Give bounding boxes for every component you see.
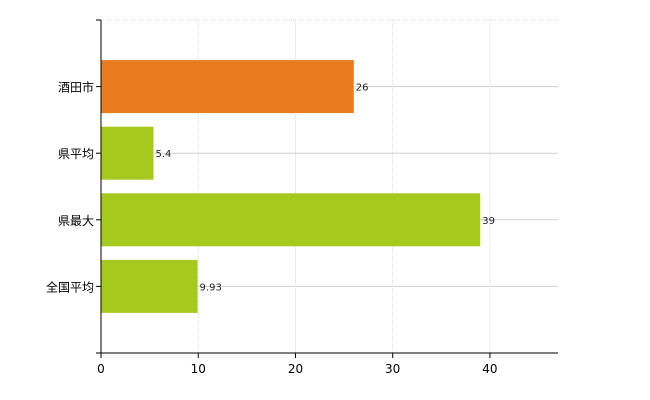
bar xyxy=(101,259,198,313)
bar xyxy=(101,193,481,247)
bars-group xyxy=(101,60,481,313)
x-tick-label: 10 xyxy=(191,362,206,376)
category-label: 酒田市 xyxy=(58,80,94,95)
bar xyxy=(101,126,154,180)
category-label: 県平均 xyxy=(58,147,94,161)
axes-group xyxy=(96,20,558,354)
x-tick-label: 40 xyxy=(482,362,497,376)
x-tick-label: 0 xyxy=(97,362,105,376)
data-label: 39 xyxy=(482,216,495,227)
x-tick-label: 30 xyxy=(385,362,400,376)
data-label: 9.93 xyxy=(200,282,222,293)
data-label: 5.4 xyxy=(156,149,172,160)
bar xyxy=(101,60,354,114)
data-labels: 26 5.4 39 9.93 xyxy=(156,83,495,294)
category-label: 県最大 xyxy=(58,214,94,228)
x-tick-label: 20 xyxy=(288,362,303,376)
x-axis-ticks: 0 10 20 30 40 xyxy=(97,353,498,376)
category-label: 全国平均 xyxy=(46,279,94,294)
data-label: 26 xyxy=(356,83,369,94)
